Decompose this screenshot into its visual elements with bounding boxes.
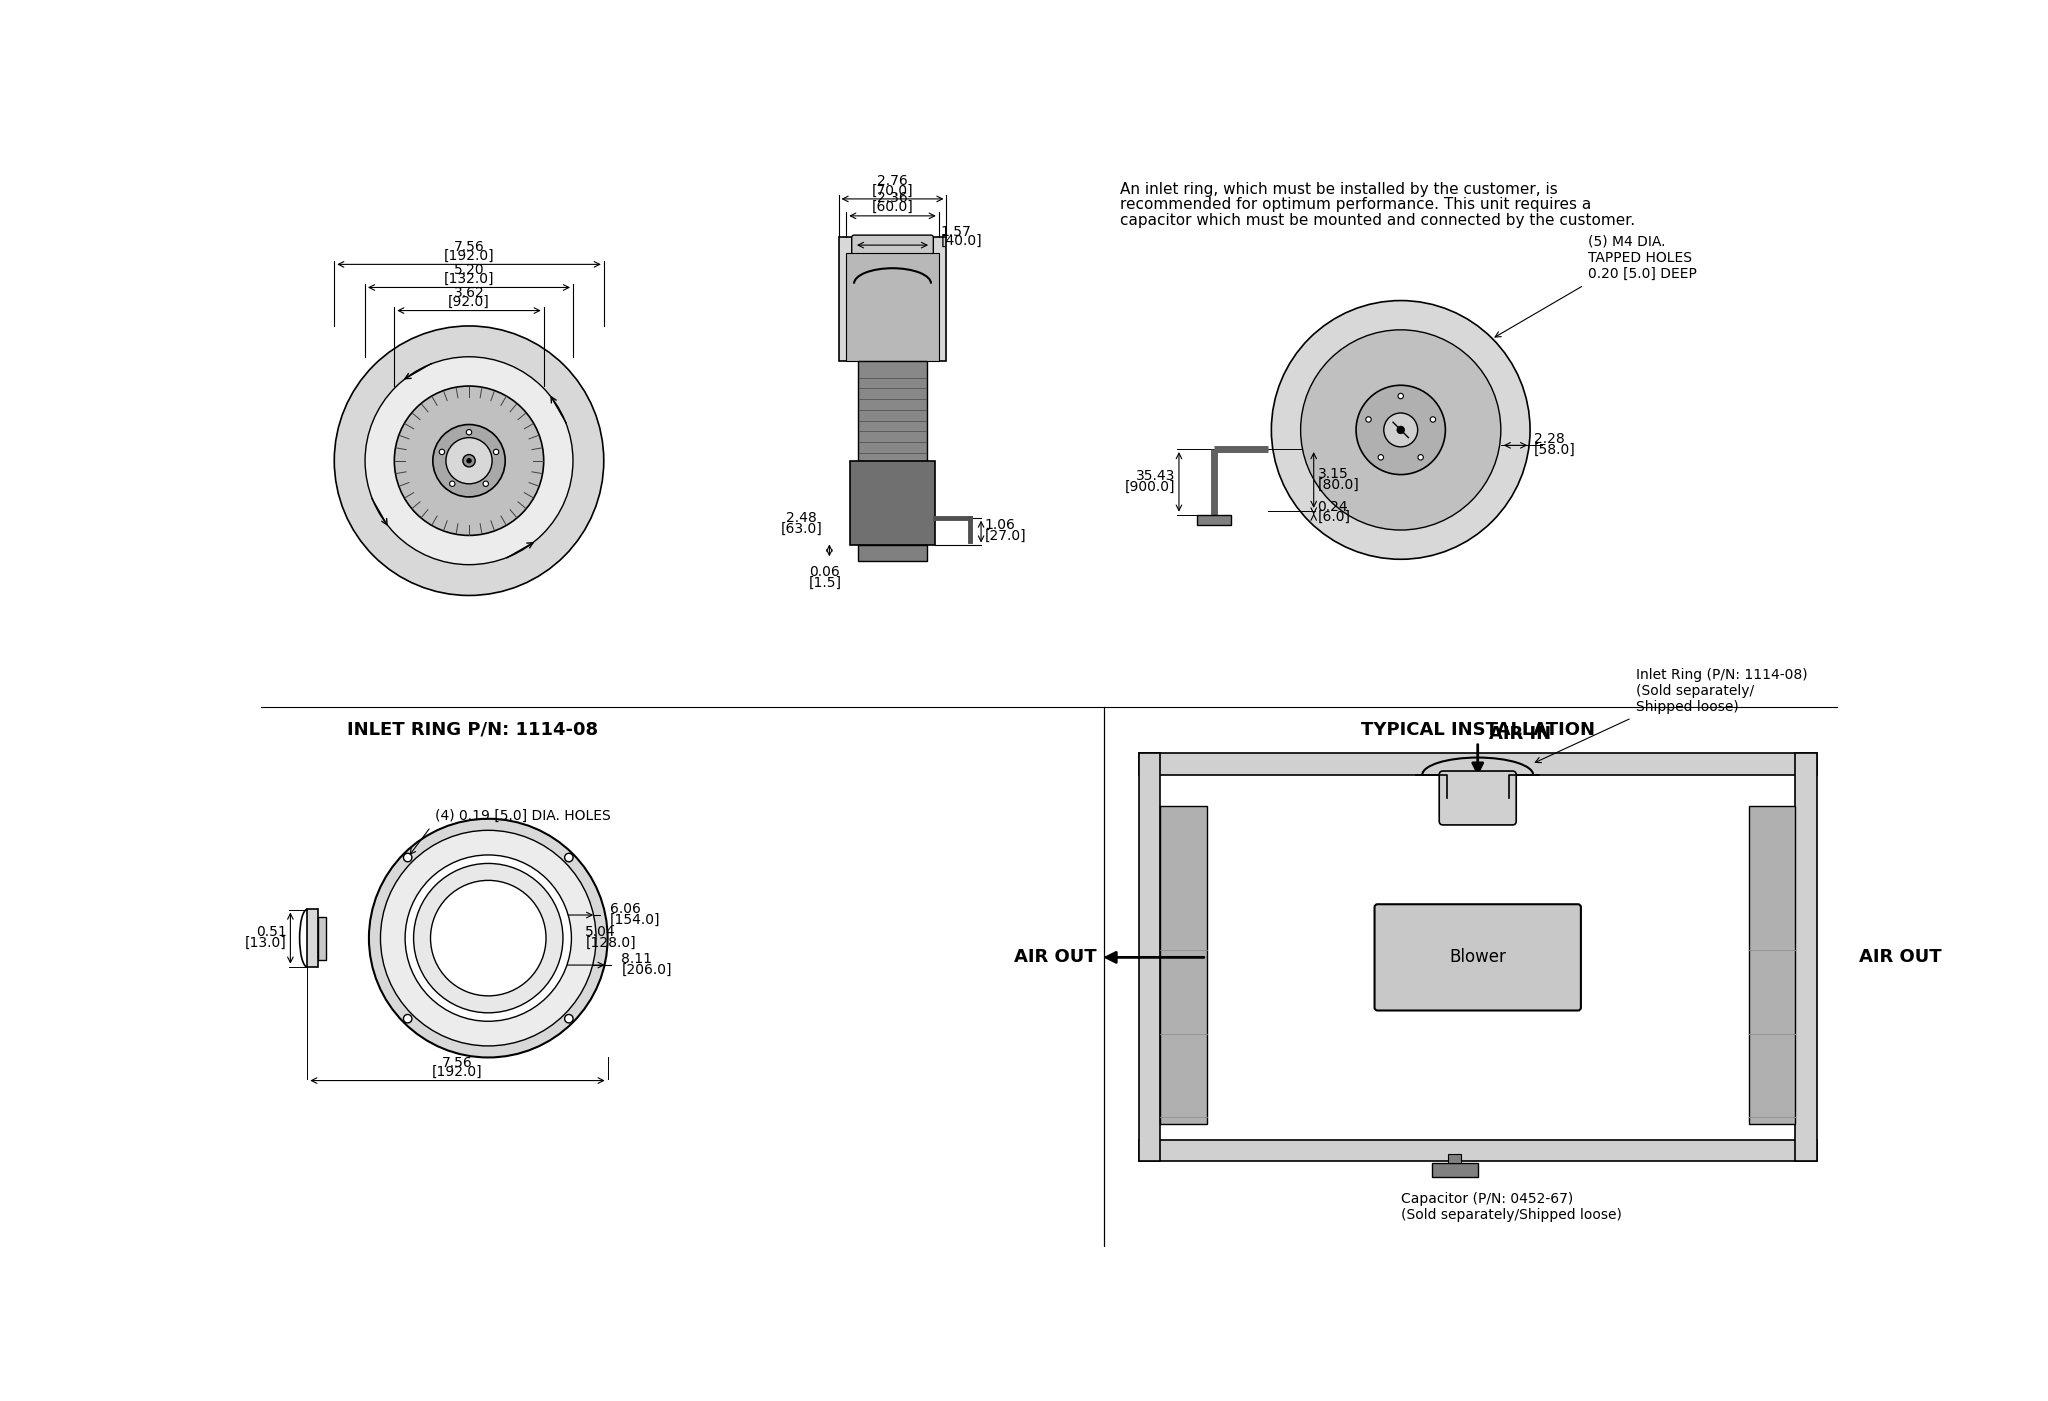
Circle shape — [406, 855, 571, 1021]
Circle shape — [1378, 455, 1384, 460]
Circle shape — [403, 1014, 412, 1023]
Text: [92.0]: [92.0] — [449, 296, 489, 310]
FancyBboxPatch shape — [1440, 771, 1516, 825]
Text: 6.06: 6.06 — [610, 902, 641, 916]
Text: TYPICAL INSTALLATION: TYPICAL INSTALLATION — [1360, 722, 1595, 738]
Text: [60.0]: [60.0] — [872, 200, 913, 214]
Text: [70.0]: [70.0] — [872, 184, 913, 198]
Bar — [1196, 514, 1231, 525]
Text: (4) 0.19 [5.0] DIA. HOLES: (4) 0.19 [5.0] DIA. HOLES — [434, 808, 610, 822]
Text: [192.0]: [192.0] — [444, 249, 494, 263]
Circle shape — [565, 853, 573, 862]
Bar — [1448, 1153, 1460, 1163]
Text: 5.20: 5.20 — [455, 263, 483, 276]
Text: [6.0]: [6.0] — [1317, 510, 1350, 524]
Circle shape — [494, 450, 500, 454]
Circle shape — [446, 437, 492, 483]
Circle shape — [438, 450, 444, 454]
Text: 3.62: 3.62 — [455, 286, 485, 300]
Text: [206.0]: [206.0] — [621, 962, 672, 976]
Bar — [1749, 806, 1794, 1125]
Bar — [1139, 754, 1161, 1161]
Circle shape — [1384, 413, 1417, 447]
Text: 1.57: 1.57 — [940, 226, 971, 240]
Bar — [307, 909, 317, 967]
Text: [192.0]: [192.0] — [432, 1065, 483, 1079]
Circle shape — [403, 853, 412, 862]
Text: Inlet Ring (P/N: 1114-08)
(Sold separately/
Shipped loose): Inlet Ring (P/N: 1114-08) (Sold separate… — [1636, 668, 1806, 715]
Bar — [858, 360, 928, 461]
Text: 3.15: 3.15 — [1317, 467, 1348, 481]
Circle shape — [1399, 394, 1403, 399]
Text: [132.0]: [132.0] — [444, 272, 494, 286]
Circle shape — [1417, 455, 1423, 460]
Text: 0.24: 0.24 — [1317, 500, 1348, 514]
Text: 2.28: 2.28 — [1534, 432, 1565, 446]
FancyBboxPatch shape — [1374, 904, 1581, 1010]
Text: 5.04: 5.04 — [586, 925, 616, 939]
Text: AIR OUT: AIR OUT — [1014, 948, 1096, 967]
Bar — [317, 916, 326, 960]
Circle shape — [451, 481, 455, 486]
Circle shape — [395, 387, 543, 535]
Bar — [838, 237, 946, 360]
Circle shape — [1272, 301, 1530, 559]
Circle shape — [1366, 416, 1372, 422]
Circle shape — [1397, 426, 1405, 434]
Bar — [858, 545, 928, 560]
Circle shape — [483, 481, 489, 486]
Text: 0.06: 0.06 — [809, 566, 840, 580]
Text: [13.0]: [13.0] — [246, 936, 287, 950]
Circle shape — [1356, 385, 1446, 475]
Bar — [1794, 754, 1817, 1161]
Text: [80.0]: [80.0] — [1317, 478, 1360, 492]
FancyBboxPatch shape — [852, 235, 934, 286]
Text: (5) M4 DIA.
TAPPED HOLES
0.20 [5.0] DEEP: (5) M4 DIA. TAPPED HOLES 0.20 [5.0] DEEP — [1587, 235, 1696, 282]
Text: 7.56: 7.56 — [455, 240, 485, 254]
Text: [128.0]: [128.0] — [586, 936, 637, 950]
Text: Capacitor (P/N: 0452-67)
(Sold separately/Shipped loose): Capacitor (P/N: 0452-67) (Sold separatel… — [1401, 1192, 1622, 1223]
Text: [40.0]: [40.0] — [940, 234, 981, 248]
Circle shape — [467, 458, 471, 462]
Text: 35.43: 35.43 — [1137, 469, 1176, 483]
Circle shape — [565, 1014, 573, 1023]
Bar — [1139, 1140, 1817, 1161]
Text: [154.0]: [154.0] — [610, 912, 659, 926]
Text: [58.0]: [58.0] — [1534, 443, 1575, 457]
Text: 1.06: 1.06 — [985, 518, 1016, 532]
Bar — [1161, 775, 1794, 1140]
Bar — [1432, 1163, 1479, 1177]
Text: capacitor which must be mounted and connected by the customer.: capacitor which must be mounted and conn… — [1120, 213, 1634, 228]
Text: 7.56: 7.56 — [442, 1056, 473, 1070]
Text: [27.0]: [27.0] — [985, 530, 1026, 544]
Bar — [1161, 806, 1206, 1125]
Text: 2.76: 2.76 — [877, 174, 907, 188]
Circle shape — [1300, 329, 1501, 530]
Text: 8.11: 8.11 — [621, 951, 653, 965]
Circle shape — [414, 863, 563, 1013]
Circle shape — [369, 818, 608, 1058]
Text: INLET RING P/N: 1114-08: INLET RING P/N: 1114-08 — [348, 722, 598, 738]
Circle shape — [365, 357, 573, 565]
Bar — [850, 461, 934, 545]
Circle shape — [432, 425, 506, 497]
Circle shape — [430, 880, 547, 996]
Circle shape — [381, 831, 596, 1047]
Text: [900.0]: [900.0] — [1124, 479, 1176, 493]
Circle shape — [334, 326, 604, 595]
Circle shape — [467, 430, 471, 434]
Text: AIR IN: AIR IN — [1489, 726, 1552, 743]
Circle shape — [1430, 416, 1436, 422]
Circle shape — [463, 454, 475, 467]
Text: AIR OUT: AIR OUT — [1860, 948, 1942, 967]
Text: Blower: Blower — [1450, 948, 1505, 967]
Text: 2.48: 2.48 — [786, 511, 817, 525]
Text: [63.0]: [63.0] — [780, 523, 823, 537]
Bar — [1139, 754, 1817, 775]
Text: recommended for optimum performance. This unit requires a: recommended for optimum performance. Thi… — [1120, 198, 1591, 213]
Bar — [846, 252, 938, 360]
Text: [1.5]: [1.5] — [809, 576, 842, 590]
Text: An inlet ring, which must be installed by the customer, is: An inlet ring, which must be installed b… — [1120, 182, 1556, 198]
Text: 2.36: 2.36 — [877, 191, 907, 205]
Text: 0.51: 0.51 — [256, 925, 287, 939]
